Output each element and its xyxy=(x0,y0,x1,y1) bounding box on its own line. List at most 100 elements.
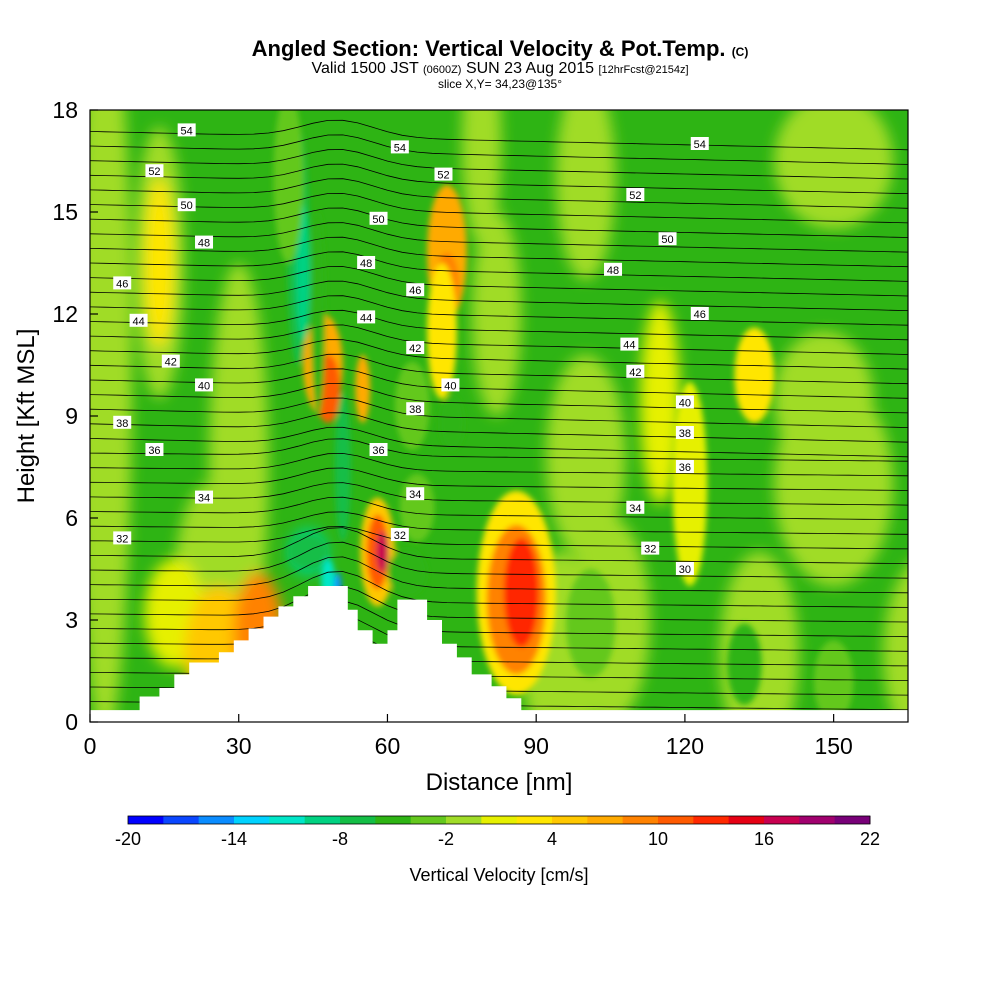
contour-label: 54 xyxy=(177,123,196,137)
colorbar-tick-label: -14 xyxy=(221,829,247,849)
contour-label-text: 40 xyxy=(198,380,210,392)
y-tick-label: 9 xyxy=(65,403,78,429)
y-tick-label: 0 xyxy=(65,709,78,735)
theta-isoline xyxy=(90,324,908,355)
contour-label-text: 42 xyxy=(165,357,177,369)
theta-isoline xyxy=(90,251,908,282)
velocity-core xyxy=(273,110,304,263)
colorbar-swatch xyxy=(269,816,306,824)
colorbar-swatch xyxy=(375,816,412,824)
theta-isoline xyxy=(90,467,908,491)
contour-label-text: 48 xyxy=(607,265,619,277)
velocity-region xyxy=(471,212,522,416)
chart-title: Angled Section: Vertical Velocity & Pot.… xyxy=(0,36,1000,62)
velocity-region xyxy=(461,110,502,246)
contour-label-text: 54 xyxy=(694,139,706,151)
velocity-region xyxy=(774,331,874,467)
contour-label-text: 34 xyxy=(629,503,641,515)
theta-isoline xyxy=(90,134,908,165)
contour-label-text: 46 xyxy=(116,278,128,290)
velocity-field: 54 52 50 48 46 44 42 40 38 36 34 32 54 52 50 48 46 44 42 40… xyxy=(90,110,908,722)
theta-isoline xyxy=(90,614,908,652)
forecast-tag: [12hrFcst@2154z] xyxy=(598,64,689,76)
colorbar-swatch xyxy=(446,816,482,824)
contour-label-text: 34 xyxy=(198,493,210,505)
theta-isoline xyxy=(90,527,908,564)
colorbar-swatch xyxy=(728,816,765,824)
contour-label: 52 xyxy=(626,188,645,202)
colorbar-swatch xyxy=(410,816,447,824)
y-axis-title: Height [Kft MSL] xyxy=(13,329,40,504)
contour-label: 38 xyxy=(406,402,425,416)
terrain-mask xyxy=(90,586,908,722)
colorbar-frame xyxy=(127,815,871,825)
theta-isoline xyxy=(90,585,908,623)
slice-info: slice X,Y= 34,23@135° xyxy=(437,77,563,91)
velocity-core xyxy=(503,538,539,648)
velocity-core xyxy=(334,392,351,542)
contour-label: 36 xyxy=(675,460,694,474)
colorbar-swatch xyxy=(340,816,376,824)
x-axis-title: Distance [nm] xyxy=(426,769,573,796)
contour-label: 46 xyxy=(690,307,709,321)
contour-label: 34 xyxy=(406,487,425,501)
theta-isoline xyxy=(90,600,908,638)
velocity-core xyxy=(310,212,326,416)
theta-isoline xyxy=(90,295,908,326)
velocity-core xyxy=(813,640,854,722)
theta-isoline xyxy=(90,280,908,311)
contour-label-text: 54 xyxy=(181,125,193,137)
colorbar-swatch xyxy=(834,816,871,824)
colorbar-tick-label: -8 xyxy=(332,829,348,849)
x-tick-label: 90 xyxy=(523,733,549,759)
valid-prefix: Valid 1500 JST xyxy=(311,60,419,77)
contour-label-text: 38 xyxy=(116,418,128,430)
contour-label-text: 48 xyxy=(198,238,210,250)
x-tick-label: 30 xyxy=(226,733,252,759)
theta-isoline xyxy=(90,207,908,238)
colorbar-swatch xyxy=(304,816,341,824)
contour-label-text: 36 xyxy=(148,445,160,457)
colorbar-swatch xyxy=(128,816,164,824)
contour-label: 52 xyxy=(145,164,164,178)
contour-label: 46 xyxy=(113,276,132,290)
theta-isoline xyxy=(90,178,908,209)
theta-isoline xyxy=(90,163,908,194)
colorbar-tick-label: 10 xyxy=(648,829,668,849)
colorbar-swatch xyxy=(516,816,553,824)
theta-isoline xyxy=(90,511,908,535)
theta-isoline xyxy=(90,149,908,180)
theta-isoline xyxy=(90,382,908,414)
contour-label-text: 32 xyxy=(644,544,656,556)
y-tick-label: 6 xyxy=(65,505,78,531)
contour-label: 38 xyxy=(675,426,694,440)
velocity-region xyxy=(640,300,680,505)
velocity-core xyxy=(296,205,311,342)
contour-label-text: 30 xyxy=(679,564,691,576)
theta-isoline xyxy=(90,556,908,594)
title-main: Angled Section: Vertical Velocity & Pot.… xyxy=(251,36,726,61)
x-tick-label: 60 xyxy=(375,733,401,759)
contour-label: 40 xyxy=(195,378,214,392)
theta-isoline xyxy=(90,526,908,550)
x-tick-label: 0 xyxy=(84,733,97,759)
theta-isoline xyxy=(90,571,908,608)
contour-label-text: 46 xyxy=(409,285,421,297)
contour-label: 40 xyxy=(675,395,694,409)
colorbar-swatch xyxy=(693,816,730,824)
contour-label: 48 xyxy=(604,262,623,277)
velocity-core xyxy=(672,382,708,586)
theta-isoline xyxy=(90,119,908,151)
contour-label-text: 42 xyxy=(409,343,421,355)
contour-label: 54 xyxy=(390,140,409,154)
velocity-core xyxy=(427,263,457,399)
contour-label: 36 xyxy=(145,443,164,457)
valid-date: SUN 23 Aug 2015 xyxy=(465,60,595,77)
velocity-core xyxy=(387,548,428,597)
contour-label: 42 xyxy=(406,341,425,355)
theta-isoline xyxy=(90,541,908,579)
contour-label-text: 38 xyxy=(409,404,421,416)
colorbar-swatch xyxy=(234,816,270,824)
contour-label-text: 32 xyxy=(116,533,128,545)
